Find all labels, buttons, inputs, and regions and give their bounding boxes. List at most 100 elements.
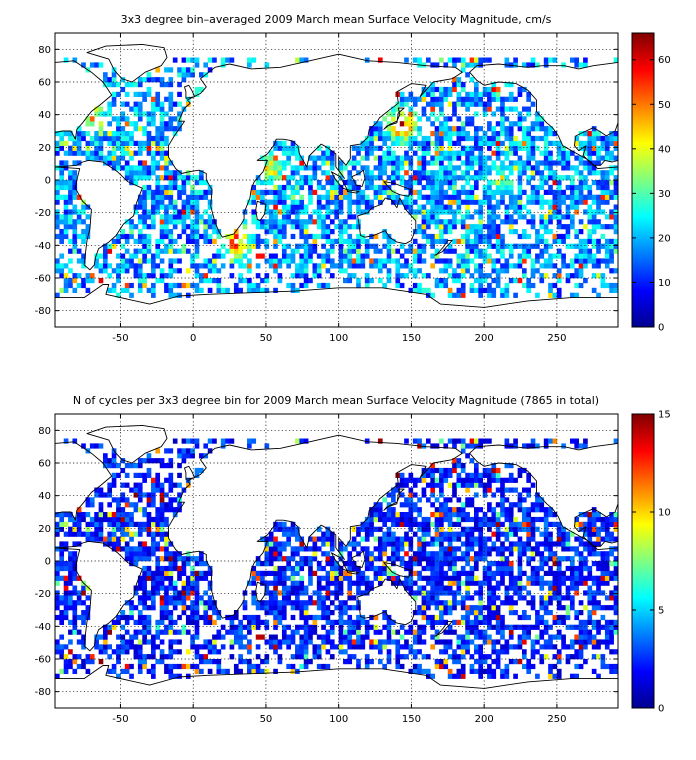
velocity-bin <box>443 229 449 235</box>
velocity-bin <box>565 194 571 200</box>
velocity-bin <box>137 150 143 156</box>
velocity-bin <box>482 175 488 181</box>
velocity-bin <box>103 243 108 249</box>
velocity-bin <box>268 170 274 176</box>
velocity-bin <box>159 219 165 225</box>
cycles-bin <box>439 600 444 606</box>
velocity-bin <box>277 233 283 240</box>
velocity-bin <box>421 62 427 68</box>
cycles-bin <box>487 536 492 542</box>
cycles-bin <box>63 438 69 444</box>
velocity-bin <box>321 219 326 225</box>
velocity-bin <box>159 258 165 264</box>
velocity-y-tick-label: 60 <box>38 78 51 89</box>
cycles-bin <box>487 654 492 660</box>
cycles-bin <box>63 610 69 616</box>
cycles-bin <box>452 619 457 625</box>
cycles-bin <box>264 570 270 576</box>
velocity-bin <box>604 224 610 230</box>
cycles-bin <box>216 668 222 674</box>
velocity-bin <box>469 238 475 244</box>
cycles-bin <box>290 575 296 581</box>
velocity-bin <box>404 160 409 166</box>
cycles-bin <box>360 526 366 532</box>
cycles-bin <box>247 668 252 674</box>
velocity-bin <box>338 224 344 230</box>
velocity-bin <box>447 248 453 254</box>
velocity-bin <box>412 273 418 279</box>
velocity-bin <box>548 214 553 220</box>
cycles-bin <box>312 590 318 596</box>
cycles-bin <box>55 614 60 621</box>
velocity-bin <box>408 180 414 186</box>
velocity-bin <box>181 199 187 205</box>
velocity-bin <box>334 238 339 244</box>
velocity-bin <box>447 209 453 215</box>
velocity-bin <box>574 199 580 205</box>
velocity-bin <box>111 116 117 122</box>
velocity-bin <box>155 150 161 156</box>
cycles-bin <box>439 502 444 508</box>
cycles-bin <box>242 634 248 640</box>
cycles-bin <box>482 570 488 576</box>
cycles-bin <box>59 575 65 581</box>
velocity-bin <box>59 273 65 279</box>
cycles-bin <box>487 526 492 532</box>
cycles-bin <box>460 600 466 606</box>
velocity-bin <box>430 91 435 97</box>
cycles-bin <box>386 492 392 498</box>
velocity-bin <box>377 165 383 171</box>
velocity-bin <box>539 224 545 230</box>
cycles-bin <box>181 590 187 596</box>
cycles-bin <box>412 438 418 444</box>
cycles-bin <box>172 565 178 572</box>
velocity-bin <box>517 91 523 97</box>
cycles-bin <box>487 585 492 591</box>
velocity-bin <box>574 57 580 63</box>
velocity-bin <box>133 268 139 274</box>
velocity-bin <box>495 224 501 230</box>
cycles-bin <box>260 580 265 586</box>
velocity-bin <box>299 233 305 240</box>
velocity-x-tick-label: 0 <box>190 333 196 344</box>
cycles-bin <box>360 575 366 581</box>
cycles-bin <box>491 600 497 606</box>
cycles-bin <box>478 600 483 606</box>
cycles-bin <box>412 639 418 645</box>
cycles-bin <box>168 448 174 454</box>
velocity-bin <box>255 282 261 289</box>
velocity-bin <box>351 214 357 220</box>
velocity-bin <box>181 282 187 289</box>
velocity-bin <box>565 184 571 191</box>
velocity-bin <box>247 282 252 289</box>
cycles-bin <box>364 634 370 640</box>
cycles-bin <box>116 634 121 640</box>
cycles-bin <box>55 595 60 601</box>
velocity-bin <box>508 180 514 186</box>
velocity-bin <box>295 165 300 171</box>
cycles-bin <box>495 663 501 670</box>
velocity-bin <box>351 184 357 191</box>
cycles-bin <box>155 482 161 488</box>
cycles-bin <box>129 502 134 508</box>
cycles-bin <box>399 541 405 547</box>
cycles-bin <box>124 516 130 523</box>
cycles-bin <box>469 477 475 483</box>
velocity-bin <box>447 135 453 142</box>
cycles-bin <box>142 600 147 606</box>
cycles-bin <box>107 512 113 518</box>
cycles-bin <box>386 624 392 630</box>
velocity-bin <box>290 184 296 191</box>
cycles-bin <box>386 659 392 665</box>
velocity-bin <box>430 189 435 195</box>
cycles-bin <box>120 639 126 645</box>
cycles-bin <box>137 639 143 645</box>
cycles-bin <box>469 458 475 464</box>
cycles-bin <box>473 472 479 478</box>
velocity-bin <box>85 155 91 161</box>
cycles-bin <box>229 624 235 630</box>
cycles-bin <box>177 482 182 488</box>
cycles-bin <box>146 551 152 557</box>
velocity-bin <box>264 243 270 249</box>
cycles-bin <box>425 673 431 679</box>
